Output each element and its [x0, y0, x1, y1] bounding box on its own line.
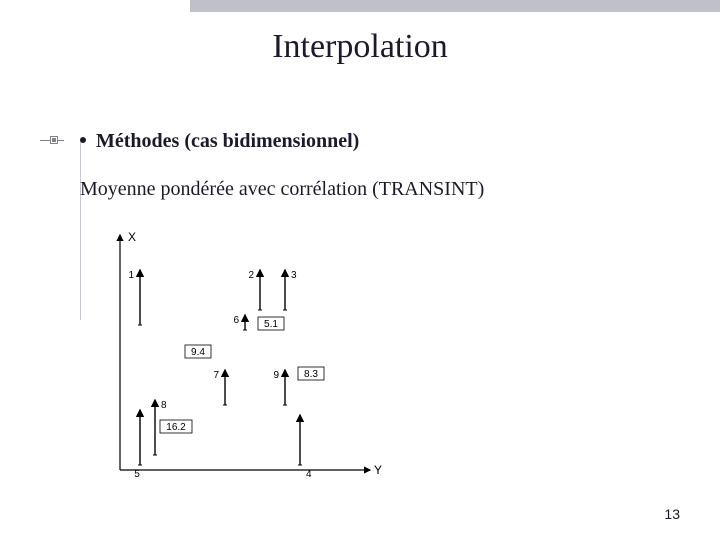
svg-text:7: 7 [213, 370, 219, 381]
svg-text:9: 9 [273, 370, 279, 381]
svg-text:1: 1 [128, 270, 134, 281]
svg-text:4: 4 [306, 469, 312, 480]
svg-text:3: 3 [291, 270, 297, 281]
data-arrows: 1 2 3 6 7 9 8 5 4 [128, 270, 312, 480]
page-number: 13 [664, 506, 680, 522]
svg-text:6: 6 [233, 315, 239, 326]
method-subtitle: Moyenne pondérée avec corrélation (TRANS… [80, 178, 484, 201]
svg-text:8.3: 8.3 [304, 369, 318, 380]
svg-text:5.1: 5.1 [264, 319, 278, 330]
bullet-icon [80, 137, 86, 143]
svg-text:9.4: 9.4 [191, 347, 205, 358]
bullet-label: Méthodes (cas bidimensionnel) [96, 130, 359, 152]
header-accent-bar [190, 0, 720, 12]
left-ornament [40, 100, 55, 220]
vector-diagram: XY 123679854 5.19.48.316.2 [90, 225, 390, 495]
bullet-heading: Méthodes (cas bidimensionnel) [80, 130, 359, 153]
svg-text:16.2: 16.2 [166, 422, 186, 433]
svg-text:Y: Y [374, 463, 382, 477]
svg-text:8: 8 [161, 400, 167, 411]
slide-title: Interpolation [0, 28, 720, 66]
axes: XY [120, 230, 382, 477]
svg-text:2: 2 [248, 270, 254, 281]
svg-text:5: 5 [134, 469, 140, 480]
svg-text:X: X [128, 230, 136, 244]
